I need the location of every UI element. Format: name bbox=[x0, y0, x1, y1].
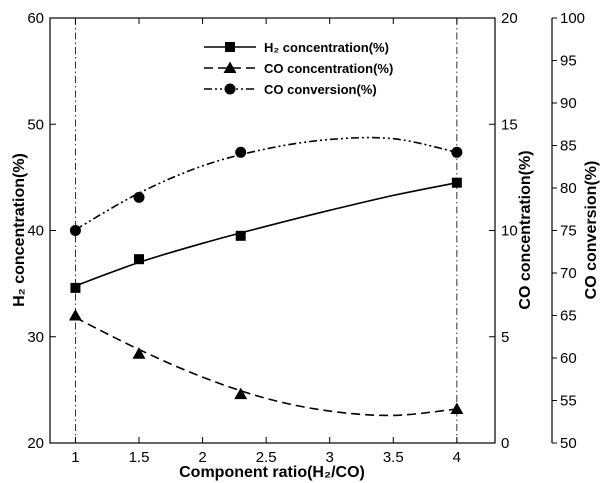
x-axis: 1 1.5 2 2.5 3 3.5 4 bbox=[71, 18, 461, 466]
series-curves bbox=[75, 136, 458, 417]
legend-marker-h2-concentration bbox=[225, 42, 235, 52]
legend-marker-co-concentration bbox=[223, 61, 237, 73]
co-conversion-tick-label-2: 55 bbox=[560, 393, 577, 410]
right-y-axis-co-conversion: 50 55 60 65 70 75 80 85 90 95 100 bbox=[551, 10, 585, 452]
legend-label-h2-concentration: H₂ concentration(%) bbox=[264, 40, 389, 55]
h2-concentration-point-4 bbox=[451, 177, 462, 188]
legend-label-co-conversion: CO conversion(%) bbox=[264, 82, 377, 97]
co-conversion-point-3 bbox=[235, 146, 247, 158]
co-conversion-tick-label-1: 50 bbox=[560, 435, 577, 452]
co-conversion-tick-label-4: 65 bbox=[560, 308, 577, 325]
co-concentration-tick-label-2: 5 bbox=[501, 329, 509, 346]
co-concentration-point-1 bbox=[68, 309, 82, 321]
x-tick-label-5: 3 bbox=[326, 449, 334, 466]
co-conversion-tick-label-11: 100 bbox=[560, 10, 585, 27]
co-concentration-line bbox=[75, 316, 457, 417]
left-y-tick-label-2: 30 bbox=[27, 329, 44, 346]
x-tick-label-1: 1 bbox=[71, 449, 79, 466]
co-conversion-tick-label-6: 75 bbox=[560, 223, 577, 240]
co-concentration-point-3 bbox=[234, 387, 248, 400]
left-y-axis-title: H₂ concentration(%) bbox=[11, 153, 28, 307]
co-concentration-tick-label-5: 20 bbox=[501, 10, 518, 27]
left-y-tick-label-5: 60 bbox=[27, 10, 44, 27]
co-conversion-tick-label-9: 90 bbox=[560, 95, 577, 112]
right-y-axis-co-concentration: 0 5 10 15 20 bbox=[489, 10, 518, 452]
right-y-axis-co-conversion-title: CO conversion(%) bbox=[583, 161, 600, 300]
left-y-tick-label-3: 40 bbox=[27, 223, 44, 240]
h2-concentration-point-1 bbox=[70, 282, 81, 293]
co-conversion-point-4 bbox=[451, 146, 463, 158]
legend: H₂ concentration(%) CO concentration(%) CO… bbox=[204, 40, 393, 97]
h2-concentration-point-3 bbox=[235, 230, 246, 241]
x-tick-label-2: 1.5 bbox=[129, 449, 150, 466]
legend-marker-co-conversion bbox=[224, 83, 236, 95]
co-concentration-tick-label-4: 15 bbox=[501, 116, 518, 133]
left-y-tick-label-1: 20 bbox=[27, 435, 44, 452]
legend-label-co-concentration: CO concentration(%) bbox=[264, 61, 393, 76]
left-y-axis: 20 30 40 50 60 bbox=[27, 10, 56, 452]
co-conversion-tick-label-5: 70 bbox=[560, 265, 577, 282]
h2-concentration-line bbox=[75, 181, 458, 287]
co-conversion-point-1 bbox=[69, 225, 81, 236]
x-tick-label-7: 4 bbox=[453, 449, 461, 466]
co-concentration-point-4 bbox=[450, 402, 464, 414]
right-y-axis-co-concentration-title: CO concentration(%) bbox=[517, 150, 534, 309]
series-markers bbox=[68, 146, 464, 414]
co-conversion-tick-label-10: 95 bbox=[560, 53, 577, 70]
x-tick-label-4: 2.5 bbox=[256, 449, 277, 466]
x-tick-label-6: 3.5 bbox=[383, 449, 404, 466]
reference-lines bbox=[75, 18, 458, 443]
co-conversion-tick-label-3: 60 bbox=[560, 350, 577, 367]
co-concentration-tick-label-1: 0 bbox=[501, 435, 509, 452]
co-concentration-tick-label-3: 10 bbox=[501, 223, 518, 240]
co-conversion-tick-label-7: 80 bbox=[560, 180, 577, 197]
co-concentration-point-2 bbox=[132, 347, 146, 359]
co-conversion-point-2 bbox=[133, 191, 145, 203]
co-conversion-tick-label-8: 85 bbox=[560, 138, 577, 155]
x-tick-label-3: 2 bbox=[198, 449, 206, 466]
h2-concentration-point-2 bbox=[134, 254, 144, 265]
co-conversion-line bbox=[75, 136, 458, 231]
x-axis-title: Component ratio(H₂/CO) bbox=[179, 464, 365, 481]
left-y-tick-label-4: 50 bbox=[27, 116, 44, 133]
